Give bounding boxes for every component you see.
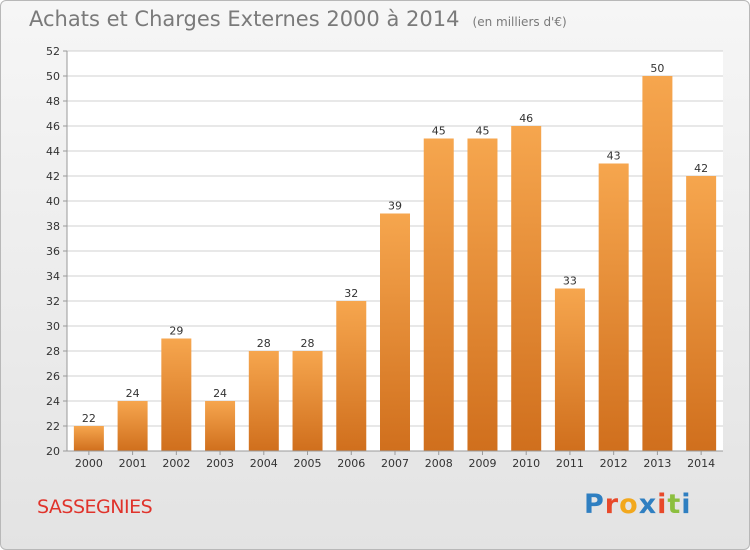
y-tick-label: 24 <box>46 395 60 408</box>
chart-title: Achats et Charges Externes 2000 à 2014 <box>29 7 460 31</box>
bar-2001[interactable] <box>117 401 148 451</box>
data-label-2005: 28 <box>301 337 315 350</box>
x-axis-ticks: 2000 2001 2002 2003 2004 2005 2006 2007 2008 2009… <box>75 451 715 470</box>
y-axis-ticks: 20 22 24 26 28 30 32 34 36 38 40 42 44 46 48 50 52 <box>46 45 67 458</box>
y-tick-label: 44 <box>46 145 60 158</box>
data-label-2007: 39 <box>388 200 402 213</box>
bar-2006[interactable] <box>336 301 367 451</box>
data-label-2006: 32 <box>344 287 358 300</box>
data-labels: 22 24 29 24 28 28 32 39 45 45 46 33 43 50 42 <box>82 62 708 425</box>
y-tick-label: 26 <box>46 370 60 383</box>
bar-2013[interactable] <box>642 76 673 451</box>
x-tick-label-2003: 2003 <box>206 457 234 470</box>
x-tick-label-2011: 2011 <box>556 457 584 470</box>
proxiti-logo[interactable]: Proxiti <box>584 489 692 520</box>
y-tick-label: 30 <box>46 320 60 333</box>
x-tick-label-2007: 2007 <box>381 457 409 470</box>
x-tick-label-2002: 2002 <box>162 457 190 470</box>
x-tick-label-2005: 2005 <box>294 457 322 470</box>
bar-2000[interactable] <box>73 426 104 451</box>
data-label-2001: 24 <box>126 387 140 400</box>
logo-letter: t <box>667 489 682 520</box>
data-label-2000: 22 <box>82 412 96 425</box>
x-tick-label-2010: 2010 <box>512 457 540 470</box>
data-label-2009: 45 <box>475 125 489 138</box>
y-tick-label: 34 <box>46 270 60 283</box>
y-tick-label: 48 <box>46 95 60 108</box>
bar-2004[interactable] <box>248 351 279 451</box>
y-tick-label: 32 <box>46 295 60 308</box>
data-label-2014: 42 <box>694 162 708 175</box>
chart-subtitle: (en milliers d'€) <box>472 15 567 29</box>
y-tick-label: 46 <box>46 120 60 133</box>
logo-letter: i <box>657 489 668 520</box>
x-tick-label-2013: 2013 <box>643 457 671 470</box>
x-tick-label-2009: 2009 <box>468 457 496 470</box>
x-tick-label-2000: 2000 <box>75 457 103 470</box>
bar-2011[interactable] <box>554 288 585 452</box>
logo-letter: P <box>584 489 605 520</box>
bars <box>73 76 717 452</box>
bar-2007[interactable] <box>380 213 410 452</box>
data-label-2003: 24 <box>213 387 227 400</box>
x-tick-label-2001: 2001 <box>119 457 147 470</box>
logo-letter: x <box>638 489 658 520</box>
y-tick-label: 36 <box>46 245 60 258</box>
x-tick-label-2006: 2006 <box>337 457 365 470</box>
logo-letter: o <box>619 489 639 520</box>
y-tick-label: 42 <box>46 170 60 183</box>
x-tick-label-2012: 2012 <box>600 457 628 470</box>
y-tick-label: 52 <box>46 45 60 58</box>
data-label-2013: 50 <box>650 62 664 75</box>
y-tick-label: 28 <box>46 345 60 358</box>
data-label-2002: 29 <box>169 325 183 338</box>
data-label-2012: 43 <box>607 150 621 163</box>
bar-2005[interactable] <box>292 351 323 451</box>
commune-name: SASSEGNIES <box>37 496 153 518</box>
bar-2002[interactable] <box>161 338 192 452</box>
data-label-2004: 28 <box>257 337 271 350</box>
y-tick-label: 40 <box>46 195 60 208</box>
y-tick-label: 50 <box>46 70 60 83</box>
y-tick-label: 20 <box>46 445 60 458</box>
y-tick-label: 22 <box>46 420 60 433</box>
bar-2009[interactable] <box>467 138 498 452</box>
bar-2010[interactable] <box>511 126 542 451</box>
x-tick-label-2008: 2008 <box>425 457 453 470</box>
data-label-2011: 33 <box>563 275 577 288</box>
x-tick-label-2014: 2014 <box>687 457 715 470</box>
logo-letter: i <box>681 489 692 520</box>
logo-letter: r <box>604 489 620 520</box>
x-tick-label-2004: 2004 <box>250 457 278 470</box>
data-label-2010: 46 <box>519 112 533 125</box>
y-tick-label: 38 <box>46 220 60 233</box>
bar-2012[interactable] <box>598 163 629 452</box>
data-label-2008: 45 <box>432 125 446 138</box>
bar-2003[interactable] <box>205 401 236 451</box>
bar-2014[interactable] <box>686 176 717 451</box>
chart-header: Achats et Charges Externes 2000 à 2014 (… <box>29 7 567 31</box>
bar-2008[interactable] <box>423 138 454 452</box>
